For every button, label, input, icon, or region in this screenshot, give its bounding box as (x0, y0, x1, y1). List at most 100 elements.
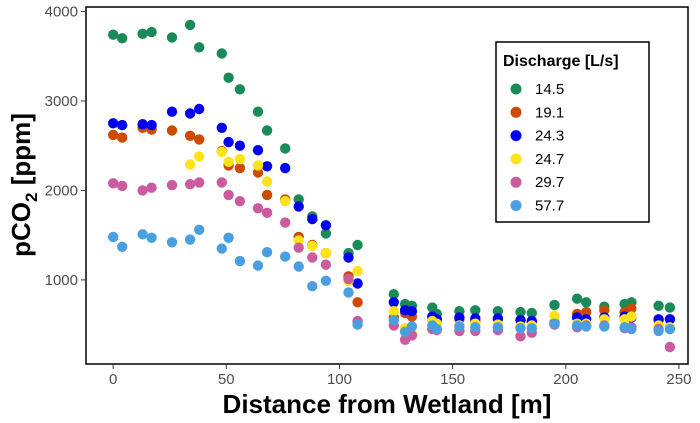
data-point (343, 273, 354, 285)
data-point (352, 297, 363, 308)
data-point (626, 323, 637, 335)
data-point (137, 185, 148, 196)
legend-box (495, 41, 650, 223)
data-point (261, 247, 273, 258)
data-point (184, 108, 196, 119)
legend-label: 14.5 (535, 81, 564, 98)
legend-label: 29.7 (535, 174, 564, 191)
data-point (108, 118, 119, 129)
data-point (223, 232, 234, 243)
data-point (664, 341, 676, 353)
data-point (307, 240, 318, 252)
data-point (581, 321, 592, 332)
data-point (223, 189, 234, 201)
y-tick-label: 4000 (45, 3, 78, 20)
data-point (549, 299, 560, 311)
data-point (117, 132, 128, 143)
data-point (549, 310, 560, 321)
data-point (117, 119, 128, 131)
y-axis-title-unit: [ppm] (6, 113, 36, 192)
data-point (194, 177, 205, 188)
data-point (280, 251, 291, 262)
data-point (388, 306, 399, 317)
legend-label: 24.7 (535, 151, 564, 168)
data-point (252, 203, 264, 214)
data-point (526, 323, 537, 334)
data-point (388, 315, 399, 326)
data-point (280, 162, 291, 174)
data-point (352, 239, 363, 251)
data-point (146, 26, 157, 38)
data-point (234, 162, 246, 174)
data-point (293, 235, 304, 246)
data-point (352, 265, 363, 277)
data-point (146, 232, 157, 243)
data-point (261, 176, 273, 187)
data-point (261, 161, 273, 172)
data-point (454, 321, 465, 332)
data-point (194, 224, 205, 235)
data-point (166, 32, 178, 43)
data-point (388, 289, 399, 300)
data-point (515, 323, 526, 334)
data-point (252, 106, 264, 117)
data-point (581, 306, 592, 318)
y-tick-label: 1000 (45, 272, 78, 289)
data-point (406, 306, 418, 317)
data-point (216, 48, 227, 59)
data-point (320, 220, 332, 231)
data-point (166, 237, 178, 248)
data-point (307, 252, 318, 263)
data-point (280, 196, 291, 207)
data-point (166, 125, 178, 136)
data-point (216, 177, 227, 188)
data-point (184, 130, 196, 141)
y-axis-ticks: 1000 2000 3000 4000 (45, 3, 86, 289)
data-point (470, 322, 481, 333)
data-point (571, 320, 583, 331)
x-tick-label: 0 (109, 371, 117, 388)
data-point (216, 243, 227, 254)
data-point (252, 260, 264, 271)
data-point (626, 303, 637, 314)
data-point (454, 312, 465, 323)
data-point (223, 136, 234, 148)
data-point (108, 29, 119, 40)
legend-key (510, 83, 522, 95)
data-point (293, 261, 304, 272)
data-point (194, 103, 205, 115)
data-point (252, 160, 264, 171)
x-tick-label: 250 (666, 371, 691, 388)
data-point (320, 275, 332, 286)
legend-key (510, 106, 522, 118)
legend-label: 19.1 (535, 104, 564, 121)
data-point (549, 318, 560, 329)
data-point (261, 207, 273, 218)
data-point (117, 241, 128, 252)
data-point (599, 305, 610, 316)
data-point (320, 259, 332, 270)
data-point (234, 255, 246, 267)
data-point (664, 314, 676, 325)
data-point (664, 302, 676, 313)
data-point (492, 306, 504, 317)
legend-key (510, 153, 522, 165)
legend-title: Discharge [L/s] (503, 53, 619, 70)
data-point (581, 297, 592, 308)
data-point (223, 72, 234, 83)
y-axis-title-subscript: 2 (22, 193, 41, 202)
data-point (184, 159, 196, 170)
data-point (343, 287, 354, 298)
y-tick-label: 3000 (45, 93, 78, 110)
data-point (184, 234, 196, 245)
data-point (216, 146, 227, 158)
data-point (320, 228, 332, 239)
data-point (515, 306, 526, 318)
data-point (117, 180, 128, 192)
data-point (280, 143, 291, 154)
data-point (184, 19, 196, 31)
legend-label: 57.7 (535, 198, 564, 215)
x-tick-label: 100 (327, 371, 352, 388)
data-point (194, 151, 205, 162)
